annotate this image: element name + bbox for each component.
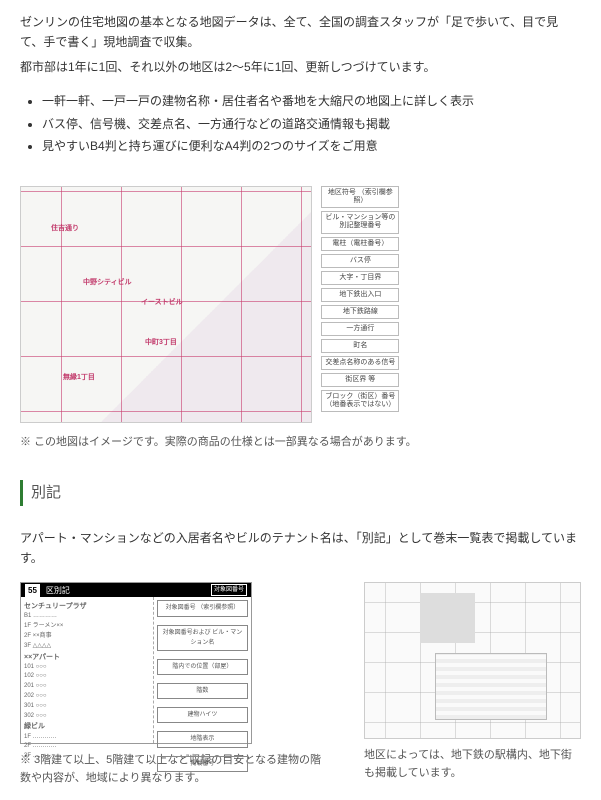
- bekki-right-boxes: 対象図番号 （索引欄参照） 対象図番号および ビル・マンション名階内での位置（部屋…: [154, 597, 251, 743]
- bekki-callout-box: 地階表示: [157, 731, 248, 747]
- feature-item: バス停、信号機、交差点名、一方通行などの道路交通情報も掲載: [42, 114, 581, 134]
- bekki-header: 55 区別記 対象図番号: [21, 583, 251, 597]
- legend-item: ブロック（街区）番号 （地番表示ではない）: [321, 390, 399, 412]
- station-sample-image: [364, 582, 581, 739]
- legend-item: 地下鉄路線: [321, 305, 399, 319]
- map-label: 無縁1丁目: [63, 372, 95, 384]
- bekki-header-text: 区別記: [46, 584, 70, 598]
- map-sample-block: 住吉通り中野シティビルイーストビル中町3丁目無縁1丁目 地区符号 （索引欄参照）…: [20, 186, 581, 423]
- station-caption: 地区によっては、地下鉄の駅構内、地下街も掲載しています。: [364, 747, 581, 782]
- bekki-callout-box: 対象図番号および ビル・マンション名: [157, 625, 248, 651]
- feature-list: 一軒一軒、一戸一戸の建物名称・居住者名や番地を大縮尺の地図上に詳しく表示 バス停…: [20, 91, 581, 156]
- legend-item: ビル・マンション等の 別記整理番号: [321, 211, 399, 233]
- bekki-callout-box: 建物ハイツ: [157, 707, 248, 723]
- legend-item: 大字・丁目界: [321, 271, 399, 285]
- legend-item: 地区符号 （索引欄参照）: [321, 186, 399, 208]
- bekki-callout-box: 対象図番号 （索引欄参照）: [157, 600, 248, 616]
- map-label: 中野シティビル: [83, 277, 132, 289]
- intro-text: ゼンリンの住宅地図の基本となる地図データは、全て、全国の調査スタッフが「足で歩い…: [20, 12, 581, 77]
- bekki-left-block: 55 区別記 対象図番号 センチュリープラザB1 …………1F ラーメン××2F…: [20, 582, 324, 787]
- bekki-description: アパート・マンションなどの入居者名やビルのテナント名は、「別記」として巻末一覧表…: [20, 528, 581, 569]
- section-title-bekki: 別記: [20, 480, 581, 506]
- map-label: 中町3丁目: [145, 337, 177, 349]
- map-legend-column: 地区符号 （索引欄参照） ビル・マンション等の 別記整理番号電柱（電柱番号） バス停…: [321, 186, 399, 415]
- feature-item: 一軒一軒、一戸一戸の建物名称・居住者名や番地を大縮尺の地図上に詳しく表示: [42, 91, 581, 111]
- map-label: イーストビル: [141, 297, 183, 309]
- intro-line-2: 都市部は1年に1回、それ以外の地区は2～5年に1回、更新しつづけています。: [20, 57, 581, 77]
- legend-item: 町名: [321, 339, 399, 353]
- map-sample-image: 住吉通り中野シティビルイーストビル中町3丁目無縁1丁目: [20, 186, 312, 423]
- bekki-header-num: 55: [25, 584, 40, 598]
- intro-line-1: ゼンリンの住宅地図の基本となる地図データは、全て、全国の調査スタッフが「足で歩い…: [20, 12, 581, 53]
- bekki-callout-box: 階数: [157, 683, 248, 699]
- bekki-callout-box: 掲載番号: [157, 756, 248, 772]
- feature-item: 見やすいB4判と持ち運びに便利なA4判の2つのサイズをご用意: [42, 136, 581, 156]
- legend-item: 地下鉄出入口: [321, 288, 399, 302]
- bekki-sample-image: 55 区別記 対象図番号 センチュリープラザB1 …………1F ラーメン××2F…: [20, 582, 252, 744]
- bekki-header-sub: 対象図番号: [211, 584, 247, 596]
- map-note: ※ この地図はイメージです。実際の商品の仕様とは一部異なる場合があります。: [20, 433, 581, 452]
- legend-item: 一方通行: [321, 322, 399, 336]
- legend-item: 電柱（電柱番号）: [321, 237, 399, 251]
- map-label: 住吉通り: [51, 223, 79, 235]
- legend-item: 交差点名称のある信号: [321, 356, 399, 370]
- legend-item: バス停: [321, 254, 399, 268]
- bekki-two-column: 55 区別記 対象図番号 センチュリープラザB1 …………1F ラーメン××2F…: [20, 582, 581, 787]
- bekki-right-block: 地区によっては、地下鉄の駅構内、地下街も掲載しています。: [364, 582, 581, 782]
- legend-item: 街区界 等: [321, 373, 399, 387]
- bekki-left-list: センチュリープラザB1 …………1F ラーメン××2F ××商事3F △△△△×…: [21, 597, 154, 743]
- bekki-callout-box: 階内での位置（部屋）: [157, 659, 248, 675]
